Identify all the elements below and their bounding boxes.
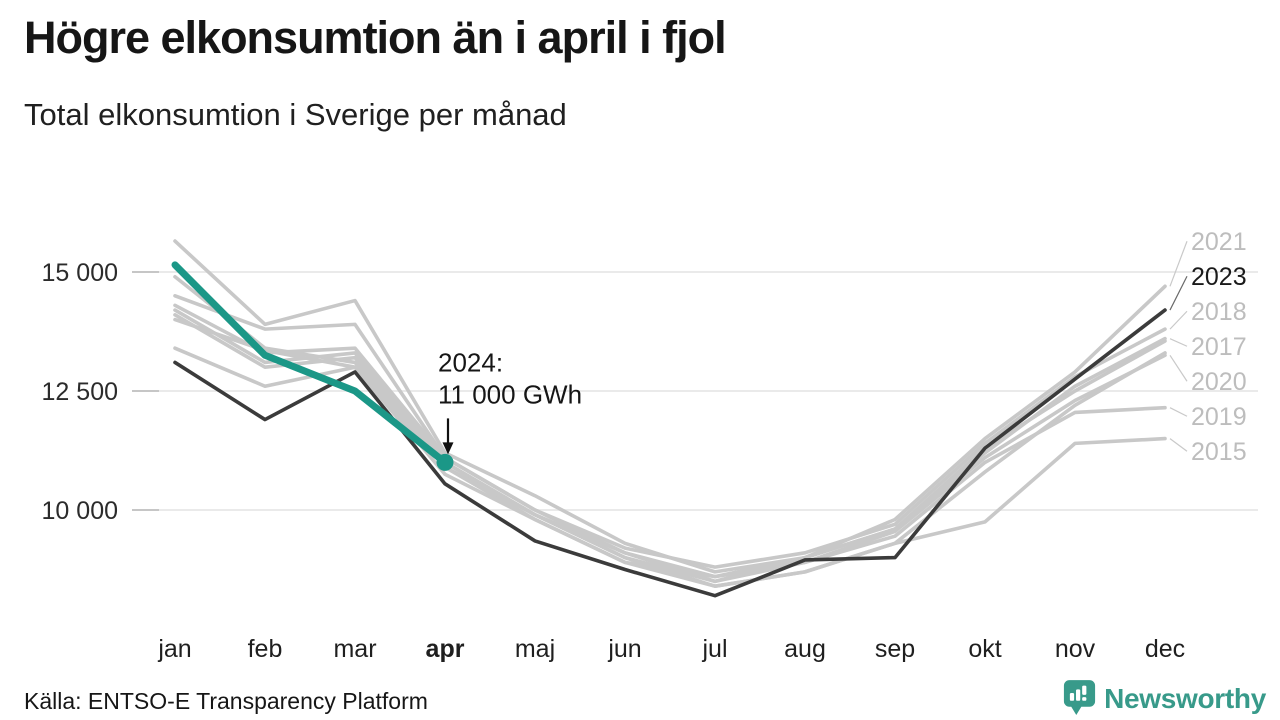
y-tick-label: 12 500 [42,378,118,406]
page-title: Högre elkonsumtion än i april i fjol [24,12,727,63]
x-tick-label-sep: sep [875,635,915,663]
annotation-dot [436,453,454,471]
source-note: Källa: ENTSO-E Transparency Platform [24,688,428,714]
x-tick-label-jan: jan [157,635,191,663]
year-label-2021: 2021 [1191,228,1247,256]
y-tick-label: 10 000 [42,497,118,525]
y-tick-label: 15 000 [42,259,118,287]
logo-bar-2 [1076,689,1081,701]
series-line-2016 [173,303,1167,579]
leader-line-2015 [1169,438,1188,452]
leader-line-2018 [1169,310,1188,330]
year-label-2019: 2019 [1191,403,1247,431]
leader-line-2021 [1169,241,1188,287]
year-label-2018: 2018 [1191,298,1247,326]
x-tick-label-okt: okt [968,635,1001,663]
x-tick-label-jun: jun [607,635,641,663]
newsworthy-logo-text: Newsworthy [1104,682,1266,714]
page-subtitle: Total elkonsumtion i Sverige per månad [24,97,567,132]
annotation-line-2: 11 000 GWh [438,379,582,409]
leader-line-2017 [1169,338,1188,347]
series-line-2017 [173,308,1167,584]
year-label-2023: 2023 [1191,263,1247,291]
x-tick-label-mar: mar [333,635,376,663]
logo-exclamation-dot [1082,697,1087,701]
x-tick-label-aug: aug [784,635,826,663]
year-label-2020: 2020 [1191,368,1247,396]
series-line-2021 [173,239,1167,574]
logo-exclamation-bar [1082,685,1087,695]
series-line-2022 [173,274,1167,588]
x-tick-label-dec: dec [1145,635,1185,663]
x-tick-label-feb: feb [248,635,283,663]
series-line-2020 [173,317,1167,579]
newsworthy-logo: Newsworthy [1063,679,1266,718]
series-line-2015 [173,346,1167,588]
x-tick-label-apr: apr [426,635,465,663]
annotation-line-1: 2024: [438,347,503,377]
x-tick-label-jul: jul [701,635,727,663]
series-line-2023 [173,308,1167,598]
leader-line-2019 [1169,407,1188,417]
year-label-2015: 2015 [1191,438,1247,466]
annotation-arrow-head [442,442,454,455]
x-tick-label-nov: nov [1055,635,1096,663]
series-line-2024 [171,261,449,466]
newsworthy-logo-icon [1063,680,1096,715]
leader-line-2020 [1169,354,1188,382]
x-tick-label-maj: maj [515,635,555,663]
logo-bar-1 [1069,693,1075,701]
year-label-2017: 2017 [1191,333,1247,361]
leader-line-2023 [1169,275,1188,311]
